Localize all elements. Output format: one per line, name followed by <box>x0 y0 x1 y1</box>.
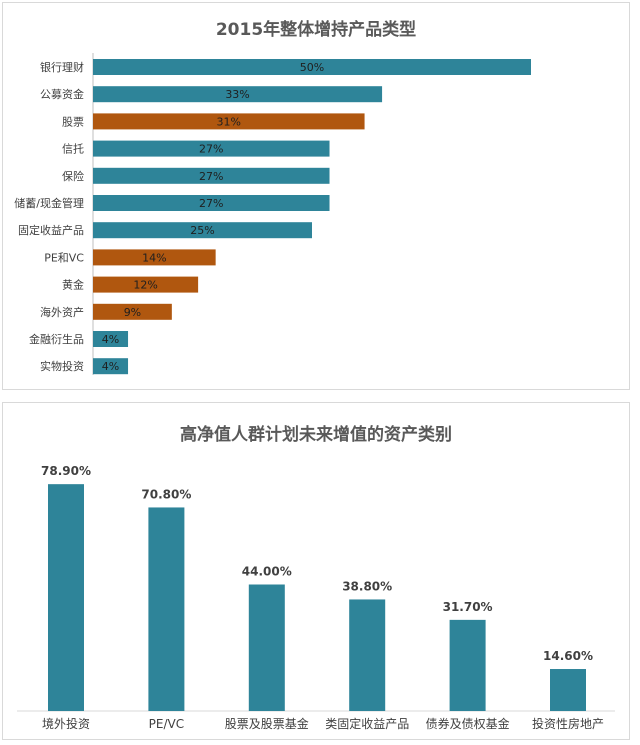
category-label: 储蓄/现金管理 <box>14 196 84 210</box>
data-label: 78.90% <box>41 464 91 478</box>
bar <box>93 276 199 293</box>
bar <box>93 249 216 266</box>
data-label: 38.80% <box>342 579 392 593</box>
chart-title: 2015年整体增持产品类型 <box>215 20 417 40</box>
data-label: 27% <box>199 170 223 183</box>
data-label: 14.60% <box>543 649 593 663</box>
category-label: 固定收益产品 <box>18 223 84 237</box>
bar <box>93 358 129 375</box>
bar <box>148 507 185 711</box>
category-label: 金融衍生品 <box>29 332 84 346</box>
bar <box>48 484 84 711</box>
category-label: 黄金 <box>62 278 84 292</box>
data-label: 12% <box>133 279 157 292</box>
category-label: 境外投资 <box>42 716 90 731</box>
holdings-bar-chart: 银行理财 50% 公募资金 33% 股票 31% 信托 27% 保险 27% 储蓄/现金管理 27% 固… <box>14 53 531 375</box>
data-label: 31.70% <box>443 600 493 614</box>
bar <box>93 140 330 157</box>
category-label: 股票及股票基金 <box>225 716 309 731</box>
category-label: 债券及债权基金 <box>426 716 510 731</box>
bar <box>93 86 383 103</box>
data-label: 9% <box>124 306 141 319</box>
data-label: 25% <box>190 224 214 237</box>
category-label: 海外资产 <box>40 305 84 319</box>
chart-panel-holdings: 2015年整体增持产品类型 银行理财 50% 公募资金 33% 股票 31% 信托 27% 保险… <box>2 2 630 390</box>
bar <box>449 619 486 711</box>
future-assets-bar-chart: 78.90% 境外投资 70.80% PE/VC 44.00% 股票及股票基金 38.80%… <box>17 464 615 731</box>
category-label: PE和VC <box>44 251 84 264</box>
bar <box>93 59 531 75</box>
category-label: 保险 <box>62 169 84 183</box>
data-label: 31% <box>217 115 241 128</box>
bar <box>93 167 330 184</box>
chart-title: 高净值人群计划未来增值的资产类别 <box>180 425 452 445</box>
category-label: 公募资金 <box>40 87 84 101</box>
data-label: 4% <box>102 333 119 346</box>
category-label: 类固定收益产品 <box>325 716 409 731</box>
bar <box>349 599 386 711</box>
category-label: 股票 <box>62 115 84 128</box>
bar <box>93 303 172 320</box>
data-label: 44.00% <box>242 565 292 579</box>
data-label: 27% <box>199 197 223 210</box>
chart-panel-future-assets: 高净值人群计划未来增值的资产类别 78.90% 境外投资 70.80% PE/VC 44… <box>2 402 630 740</box>
bar <box>93 113 365 130</box>
data-label: 50% <box>300 61 324 74</box>
bar <box>93 331 129 347</box>
category-label: PE/VC <box>149 717 184 731</box>
data-label: 70.80% <box>141 487 191 501</box>
data-label: 27% <box>199 143 223 156</box>
data-label: 4% <box>102 360 119 373</box>
bar <box>550 669 586 711</box>
category-label: 信托 <box>62 142 84 156</box>
data-label: 33% <box>225 88 249 101</box>
category-label: 实物投资 <box>40 359 84 373</box>
bar <box>248 584 285 711</box>
data-label: 14% <box>142 251 166 264</box>
bar <box>93 195 330 211</box>
bar <box>93 222 312 239</box>
category-label: 银行理财 <box>40 60 84 74</box>
category-label: 投资性房地产 <box>532 716 604 731</box>
